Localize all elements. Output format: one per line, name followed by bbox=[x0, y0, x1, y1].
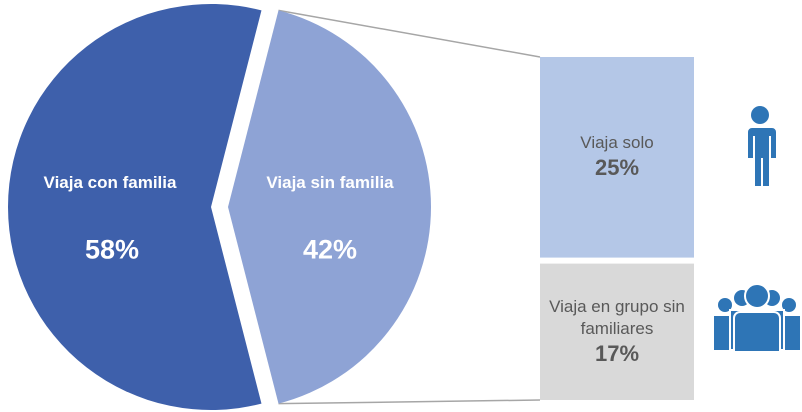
breakdown-value-label: 17% bbox=[594, 340, 640, 366]
pie-slice bbox=[7, 3, 262, 411]
breakdown-bar bbox=[540, 57, 694, 258]
pie-slice bbox=[228, 10, 431, 404]
breakdown-label: Viaja solo 25% bbox=[545, 132, 689, 182]
slice-label: Viaja sin familia bbox=[266, 173, 394, 192]
slice-value-label: 58% bbox=[84, 234, 140, 265]
breakdown-name: Viaja en grupo sin familiares bbox=[549, 296, 685, 338]
slice-value-label: 42% bbox=[302, 234, 358, 265]
person-icon bbox=[748, 106, 776, 186]
breakdown-value-label: 25% bbox=[594, 155, 640, 181]
breakdown-label: Viaja en grupo sin familiares 17% bbox=[545, 296, 689, 368]
breakdown-bar bbox=[540, 263, 694, 400]
group-icon bbox=[714, 283, 800, 353]
breakdown-name: Viaja solo bbox=[580, 133, 654, 153]
connector bbox=[278, 9, 541, 58]
slice-label: Viaja con familia bbox=[43, 173, 177, 192]
connector bbox=[278, 399, 541, 405]
